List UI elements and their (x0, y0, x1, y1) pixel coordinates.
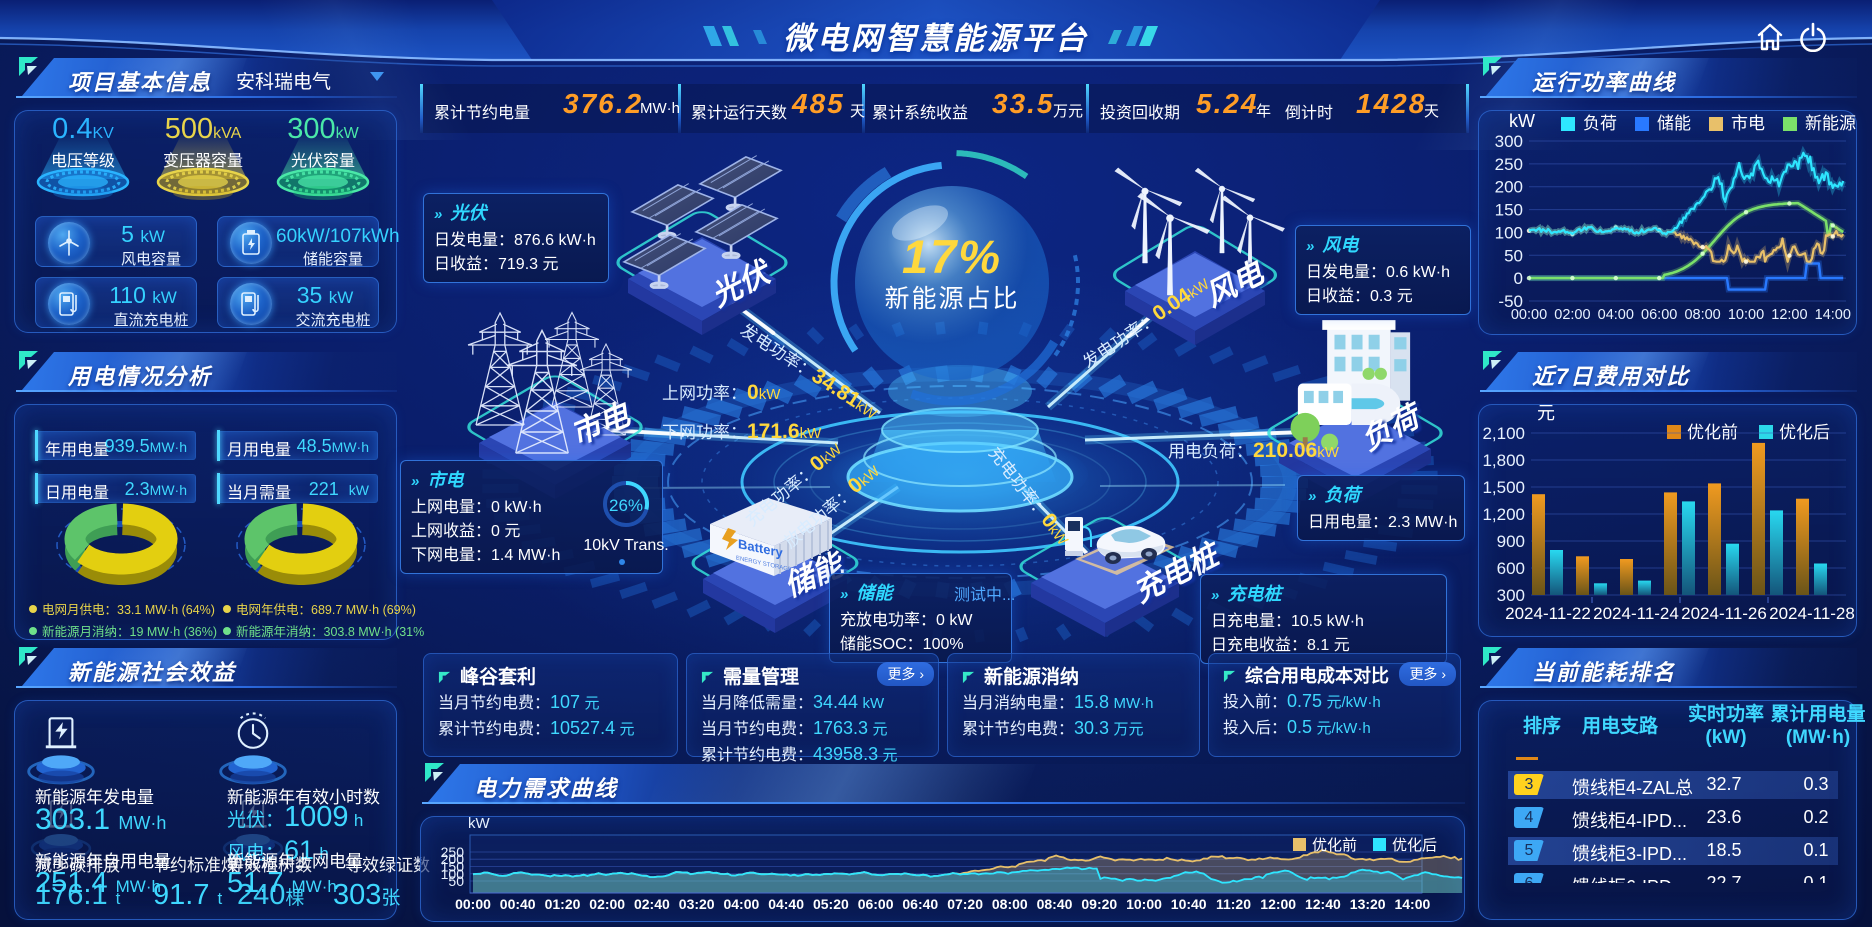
svg-text:200: 200 (441, 851, 465, 867)
svg-text:100: 100 (441, 866, 465, 882)
svg-text:新能源占比: 新能源占比 (884, 285, 1019, 313)
svg-text:100: 100 (1495, 223, 1523, 242)
svg-text:50: 50 (448, 873, 464, 889)
svg-text:12:00: 12:00 (1260, 896, 1296, 912)
svg-text:13:20: 13:20 (1350, 896, 1386, 912)
svg-text:300: 300 (1495, 132, 1523, 151)
svg-text:250: 250 (441, 844, 465, 860)
svg-text:08:00: 08:00 (1684, 307, 1720, 323)
svg-text:06:00: 06:00 (858, 896, 894, 912)
svg-text:2024-11-24: 2024-11-24 (1593, 604, 1679, 623)
svg-text:50: 50 (1504, 246, 1523, 265)
svg-text:-50: -50 (1498, 292, 1523, 311)
svg-text:用电负荷：210.06kW: 用电负荷：210.06kW (1168, 439, 1340, 462)
svg-text:元: 元 (1537, 403, 1555, 423)
svg-text:250: 250 (1495, 155, 1523, 174)
svg-text:10:40: 10:40 (1171, 896, 1207, 912)
svg-text:00:40: 00:40 (500, 896, 536, 912)
svg-text:1,200: 1,200 (1482, 505, 1525, 524)
svg-text:05:20: 05:20 (813, 896, 849, 912)
svg-text:17%: 17% (902, 230, 1002, 283)
svg-text:200: 200 (1495, 178, 1523, 197)
svg-text:150: 150 (441, 859, 465, 875)
svg-text:2024-11-26: 2024-11-26 (1681, 604, 1767, 623)
svg-text:1,500: 1,500 (1482, 478, 1525, 497)
svg-text:下网功率：171.6kW: 下网功率：171.6kW (662, 420, 822, 443)
svg-text:0: 0 (1514, 269, 1523, 288)
svg-text:06:40: 06:40 (902, 896, 938, 912)
svg-text:08:00: 08:00 (992, 896, 1028, 912)
svg-text:900: 900 (1497, 532, 1525, 551)
svg-text:150: 150 (1495, 201, 1523, 220)
svg-text:kW: kW (1509, 111, 1535, 131)
svg-text:02:00: 02:00 (1554, 307, 1590, 323)
svg-text:09:20: 09:20 (1081, 896, 1117, 912)
svg-text:02:40: 02:40 (634, 896, 670, 912)
svg-text:优化前: 优化前 (1312, 837, 1357, 854)
svg-text:14:00: 14:00 (1815, 307, 1851, 323)
svg-text:08:40: 08:40 (1037, 896, 1073, 912)
svg-text:06:00: 06:00 (1641, 307, 1677, 323)
svg-text:01:20: 01:20 (545, 896, 581, 912)
svg-text:04:00: 04:00 (1598, 307, 1634, 323)
svg-text:10:00: 10:00 (1126, 896, 1162, 912)
svg-text:03:20: 03:20 (679, 896, 715, 912)
svg-text:上网功率：0kW: 上网功率：0kW (662, 381, 781, 404)
svg-text:10kV Trans.: 10kV Trans. (583, 537, 668, 554)
svg-text:00:00: 00:00 (1511, 307, 1547, 323)
svg-text:2,100: 2,100 (1482, 424, 1525, 443)
svg-text:12:40: 12:40 (1305, 896, 1341, 912)
svg-text:kW: kW (468, 816, 491, 832)
svg-text:300: 300 (1497, 586, 1525, 605)
svg-text:1,800: 1,800 (1482, 451, 1525, 470)
svg-text:优化后: 优化后 (1392, 837, 1437, 854)
svg-text:2024-11-28: 2024-11-28 (1769, 604, 1855, 623)
svg-text:07:20: 07:20 (947, 896, 983, 912)
svg-text:04:00: 04:00 (723, 896, 759, 912)
svg-text:600: 600 (1497, 559, 1525, 578)
svg-text:26%: 26% (609, 496, 643, 515)
svg-text:14:00: 14:00 (1394, 896, 1430, 912)
svg-text:12:00: 12:00 (1771, 307, 1807, 323)
svg-text:11:20: 11:20 (1216, 896, 1251, 912)
svg-text:2024-11-22: 2024-11-22 (1505, 604, 1591, 623)
svg-text:10:00: 10:00 (1728, 307, 1764, 323)
svg-text:02:00: 02:00 (589, 896, 625, 912)
svg-text:04:40: 04:40 (768, 896, 804, 912)
svg-text:00:00: 00:00 (455, 896, 491, 912)
